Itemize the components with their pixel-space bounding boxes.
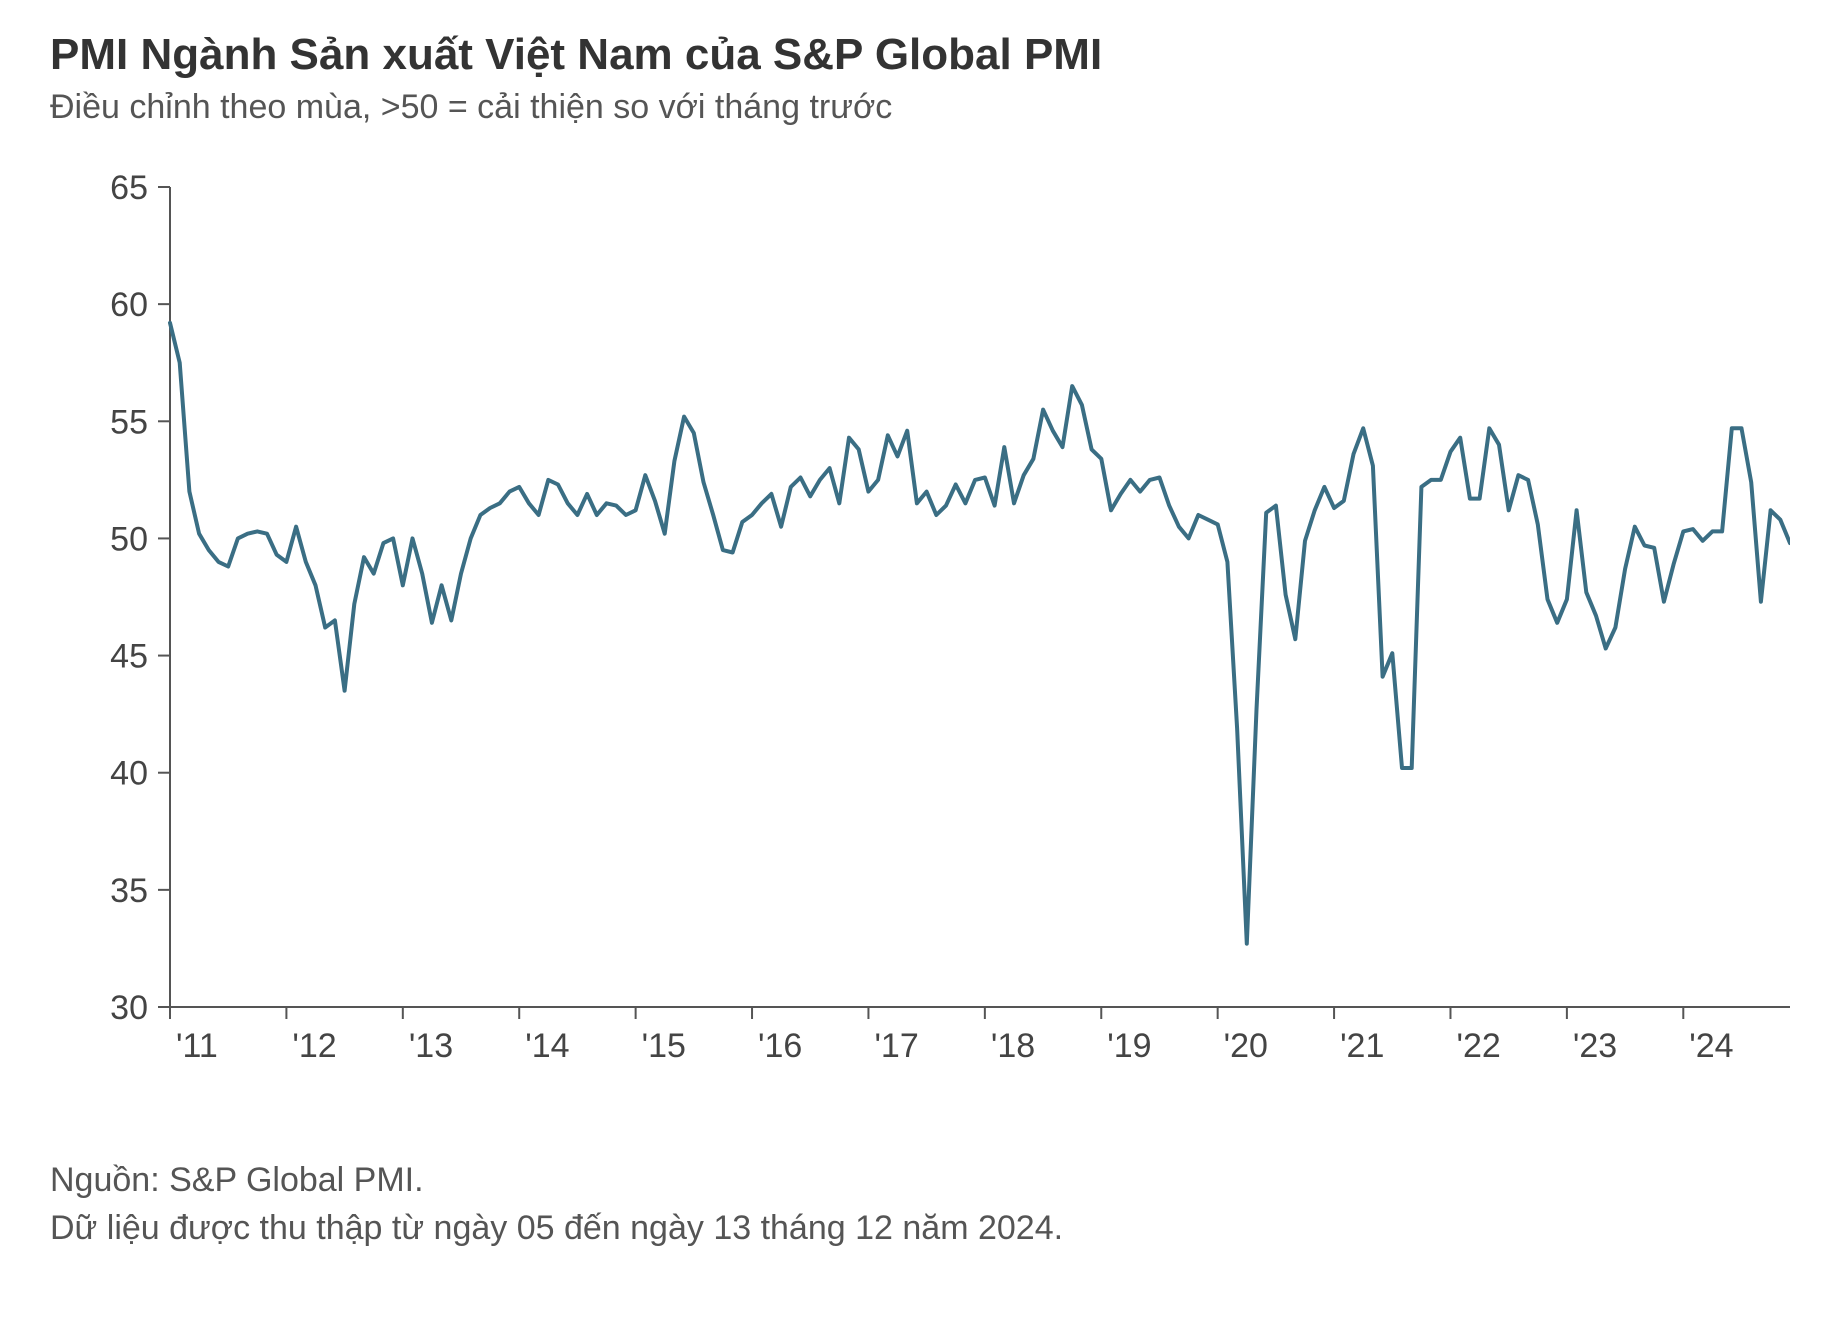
svg-text:35: 35 — [110, 872, 148, 910]
svg-text:'21: '21 — [1340, 1027, 1384, 1065]
chart-container: PMI Ngành Sản xuất Việt Nam của S&P Glob… — [0, 0, 1834, 1344]
chart-subtitle: Điều chỉnh theo mùa, >50 = cải thiện so … — [50, 88, 1784, 127]
data-collection-line: Dữ liệu được thu thập từ ngày 05 đến ngà… — [50, 1205, 1784, 1253]
svg-text:'22: '22 — [1456, 1027, 1500, 1065]
svg-text:'15: '15 — [642, 1027, 686, 1065]
source-line: Nguồn: S&P Global PMI. — [50, 1157, 1784, 1205]
svg-text:'23: '23 — [1573, 1027, 1617, 1065]
svg-text:'13: '13 — [409, 1027, 453, 1065]
svg-text:'20: '20 — [1224, 1027, 1268, 1065]
svg-text:30: 30 — [110, 989, 148, 1027]
svg-text:40: 40 — [110, 755, 148, 793]
svg-text:'18: '18 — [991, 1027, 1035, 1065]
svg-text:50: 50 — [110, 520, 148, 558]
chart-plot-area: 30 35 40 45 50 55 60 65 '11 '12 '13 '14 '15 '16 '17 '18… — [50, 157, 1784, 1097]
line-chart-svg: 30 35 40 45 50 55 60 65 '11 '12 '13 '14 '15 '16 '17 '18… — [50, 157, 1790, 1097]
svg-text:60: 60 — [110, 286, 148, 324]
svg-text:'24: '24 — [1689, 1027, 1733, 1065]
svg-text:'14: '14 — [525, 1027, 569, 1065]
svg-text:'17: '17 — [874, 1027, 918, 1065]
svg-text:'12: '12 — [292, 1027, 336, 1065]
svg-text:65: 65 — [110, 169, 148, 207]
svg-text:'11: '11 — [176, 1027, 218, 1065]
chart-footer: Nguồn: S&P Global PMI. Dữ liệu được thu … — [50, 1157, 1784, 1252]
svg-text:'16: '16 — [758, 1027, 802, 1065]
svg-text:'19: '19 — [1107, 1027, 1151, 1065]
svg-text:55: 55 — [110, 403, 148, 441]
chart-title: PMI Ngành Sản xuất Việt Nam của S&P Glob… — [50, 30, 1784, 80]
svg-text:45: 45 — [110, 638, 148, 676]
